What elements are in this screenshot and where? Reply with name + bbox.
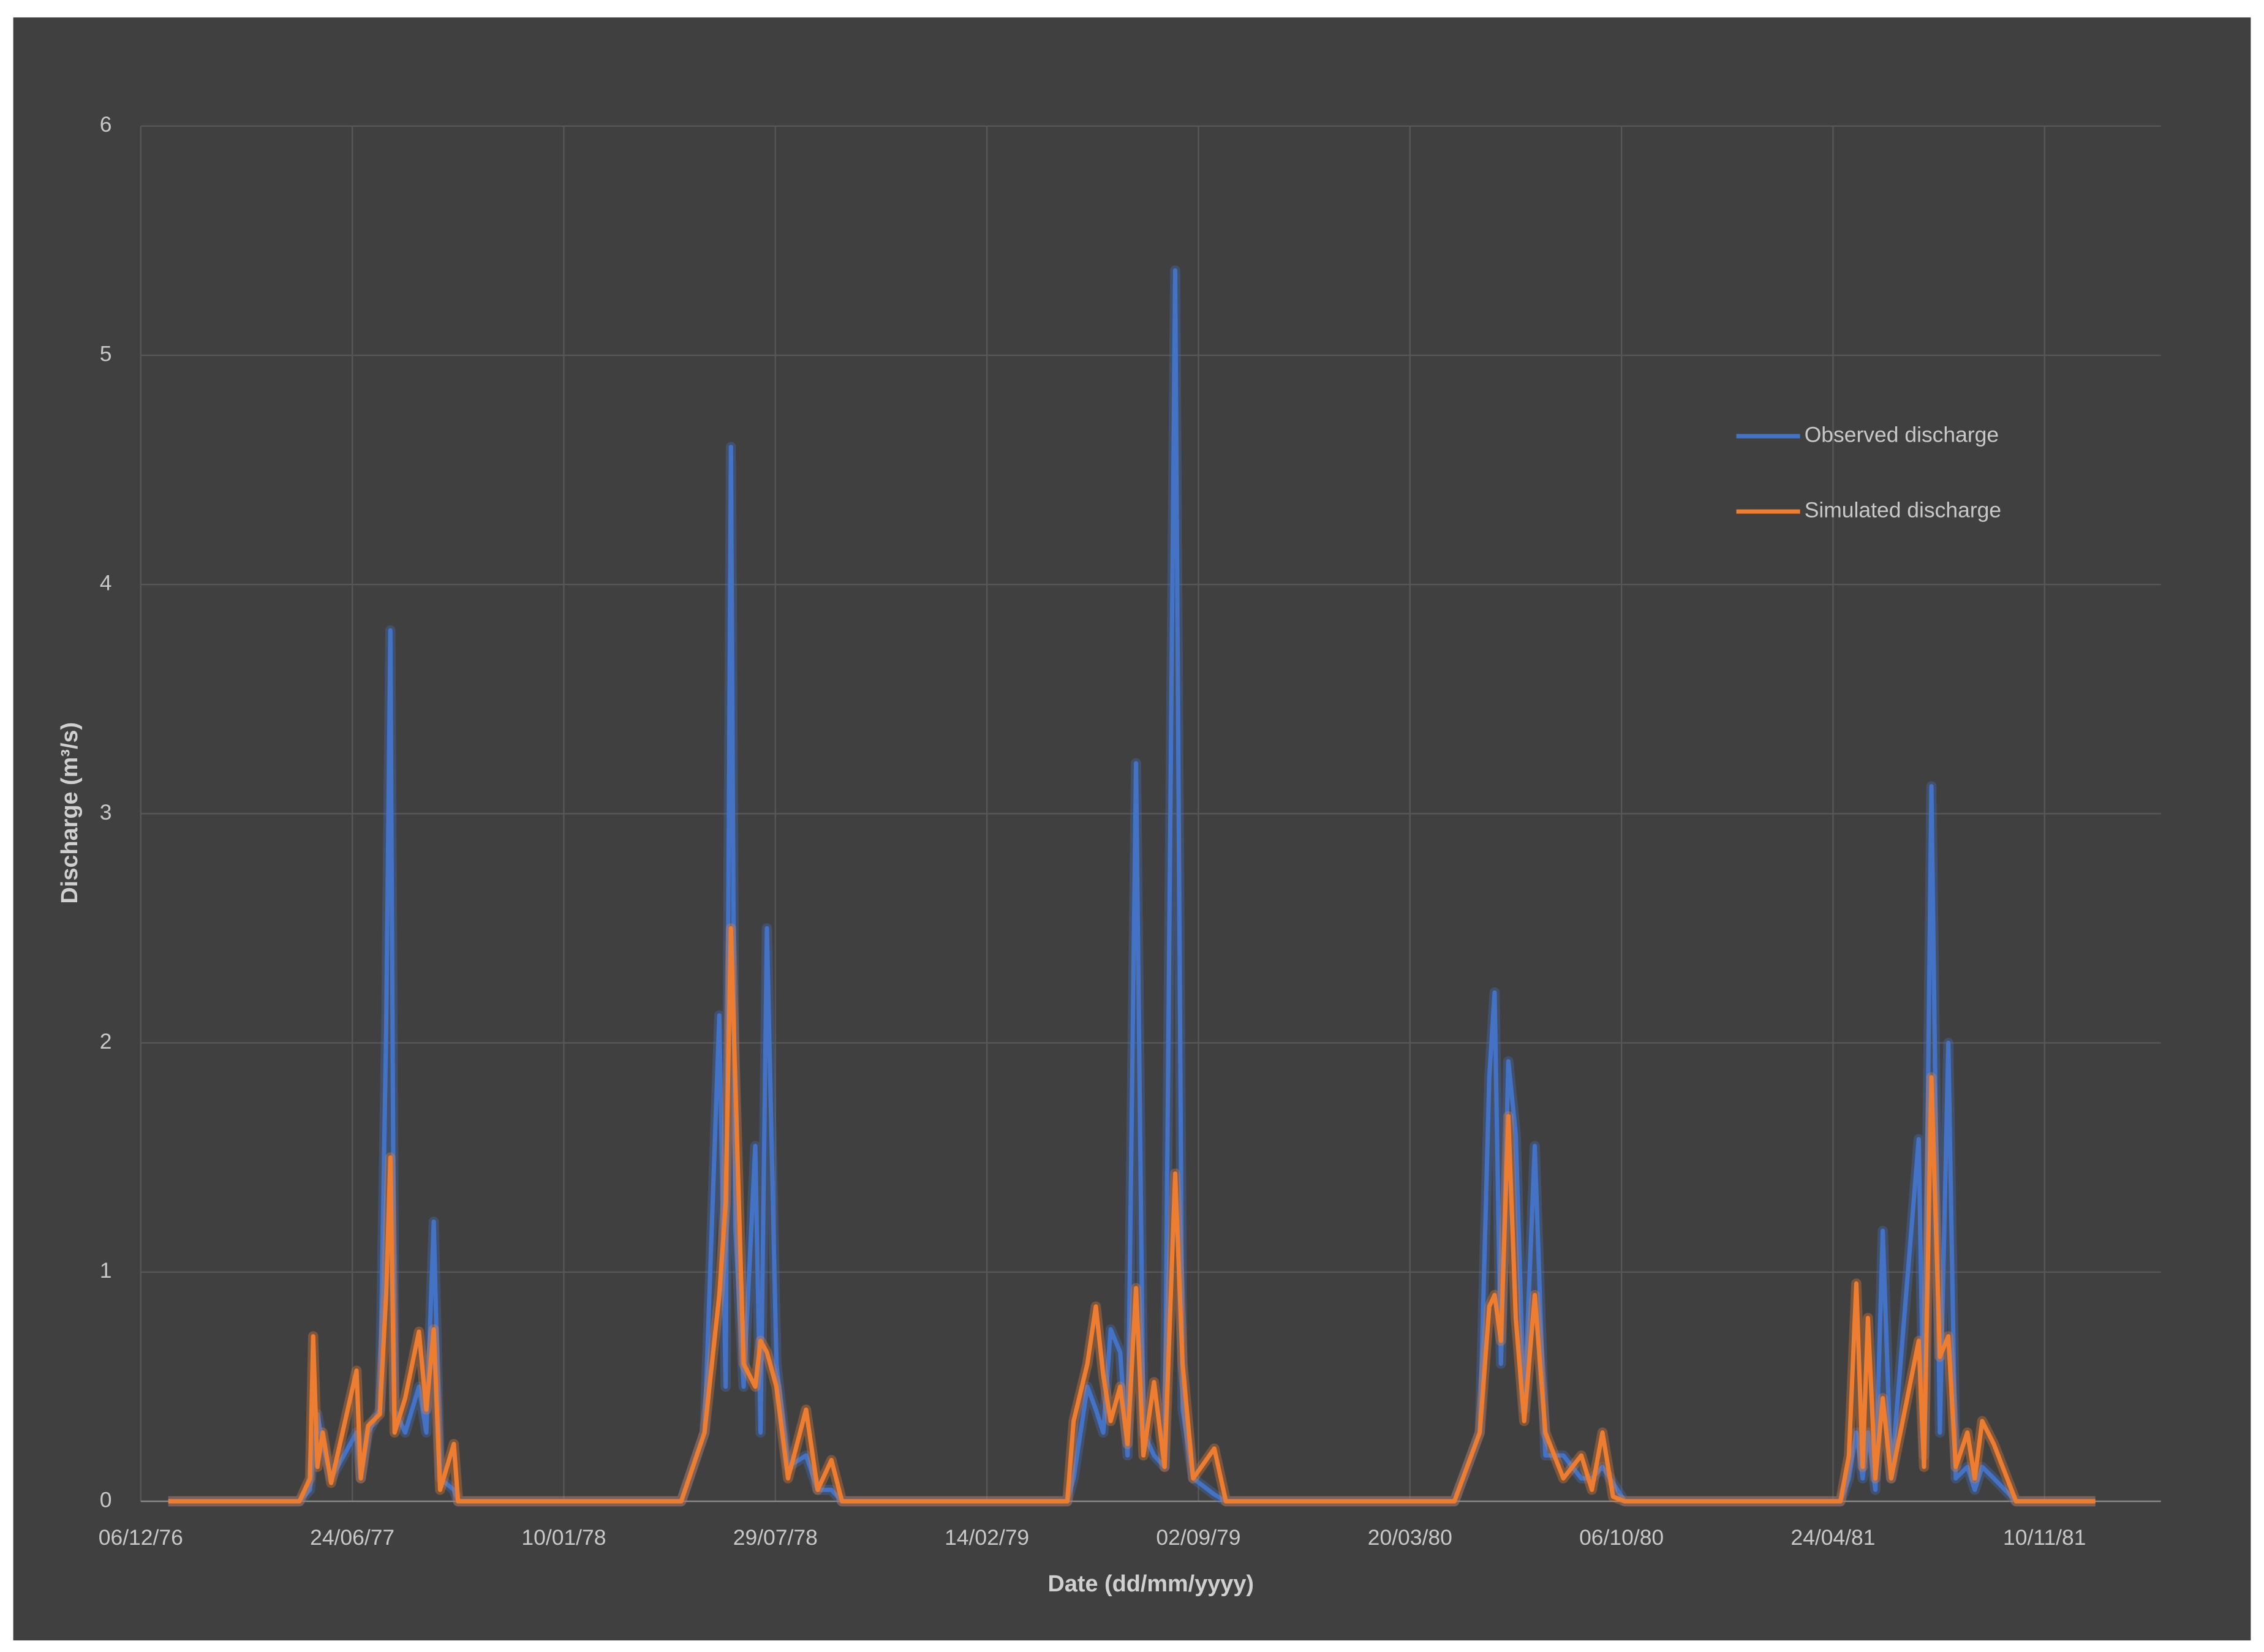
x-tick-label: 20/03/80 xyxy=(1368,1525,1452,1550)
y-axis-title: Discharge (m³/s) xyxy=(57,722,83,904)
x-tick-label: 24/04/81 xyxy=(1790,1525,1875,1550)
x-tick-label: 29/07/78 xyxy=(733,1525,818,1550)
series-line xyxy=(168,926,2096,1504)
y-tick-label: 6 xyxy=(100,112,112,137)
x-tick-label: 10/01/78 xyxy=(521,1525,606,1550)
x-axis-title: Date (dd/mm/yyyy) xyxy=(1048,1571,1255,1597)
x-tick-label: 06/12/76 xyxy=(99,1525,183,1550)
y-tick-label: 0 xyxy=(100,1487,112,1512)
y-tick-label: 2 xyxy=(100,1029,112,1054)
legend-label: Simulated discharge xyxy=(1805,497,2001,522)
x-tick-label: 14/02/79 xyxy=(945,1525,1029,1550)
legend-label: Observed discharge xyxy=(1805,422,1999,447)
x-tick-label: 10/11/81 xyxy=(2003,1525,2086,1550)
y-tick-label: 5 xyxy=(100,341,112,366)
y-tick-label: 3 xyxy=(100,800,112,824)
y-tick-label: 4 xyxy=(100,571,112,595)
y-tick-label: 1 xyxy=(100,1258,112,1283)
series-line xyxy=(168,268,2096,1504)
x-tick-label: 24/06/77 xyxy=(310,1525,394,1550)
x-tick-label: 02/09/79 xyxy=(1156,1525,1240,1550)
x-tick-label: 06/10/80 xyxy=(1579,1525,1664,1550)
